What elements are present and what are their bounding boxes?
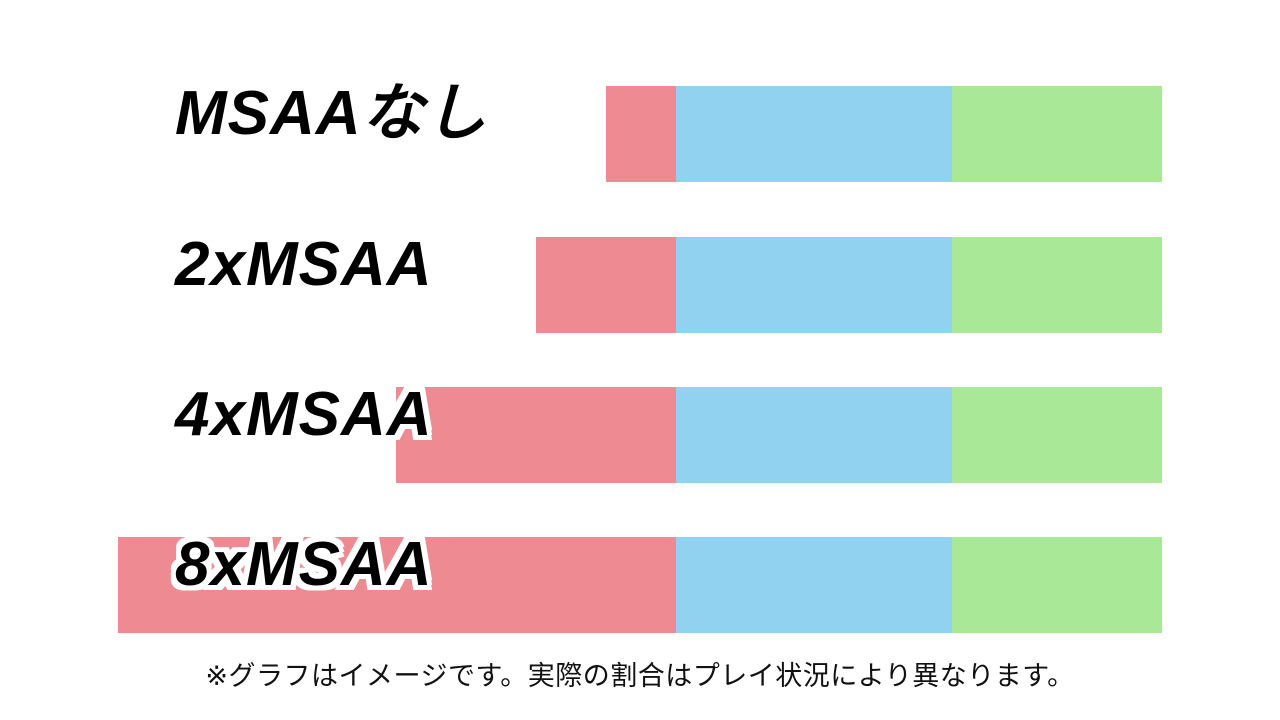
bar-segment-red [396,387,676,483]
bar-segment-green [952,537,1162,633]
chart-row-2xmsaa: 2xMSAA [0,230,1280,333]
bar-segment-blue [676,237,952,333]
category-label-2xmsaa: 2xMSAA [175,230,433,299]
bar-segment-blue [676,537,952,633]
bar-segment-red [606,86,676,182]
chart-row-8xmsaa: 8xMSAA [0,530,1280,633]
bar-segment-green [952,237,1162,333]
bar-segment-green [952,86,1162,182]
category-label-8xmsaa: 8xMSAA [175,530,433,599]
bar-segment-red [536,237,676,333]
bar-segment-blue [676,387,952,483]
chart-row-msaa-off: MSAAなし [0,79,1280,182]
bar-segment-blue [676,86,952,182]
chart-row-4xmsaa: 4xMSAA [0,380,1280,483]
stacked-bar [118,537,1162,633]
stacked-bar [606,86,1162,182]
stacked-bar [396,387,1162,483]
chart-note: ※グラフはイメージです。実際の割合はプレイ状況により異なります。 [205,661,1075,691]
category-label-msaa-off: MSAAなし [175,79,488,148]
stacked-bar [536,237,1162,333]
bar-segment-red [118,537,676,633]
bar-segment-green [952,387,1162,483]
category-label-4xmsaa: 4xMSAA [175,380,433,449]
